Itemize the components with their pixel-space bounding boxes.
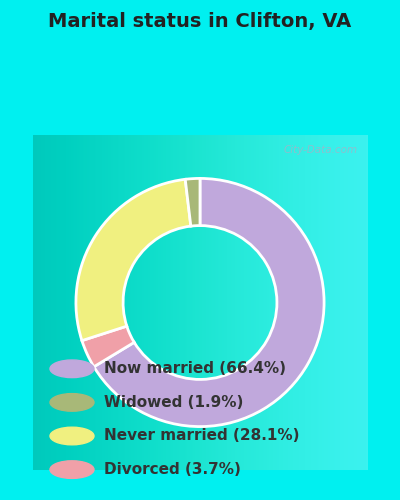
Circle shape — [50, 461, 94, 478]
Text: Divorced (3.7%): Divorced (3.7%) — [104, 462, 241, 477]
Circle shape — [50, 394, 94, 411]
Circle shape — [50, 360, 94, 378]
Wedge shape — [82, 326, 134, 367]
Text: Widowed (1.9%): Widowed (1.9%) — [104, 395, 243, 410]
Wedge shape — [185, 178, 200, 226]
Text: Marital status in Clifton, VA: Marital status in Clifton, VA — [48, 12, 352, 32]
Wedge shape — [94, 178, 324, 426]
Text: Now married (66.4%): Now married (66.4%) — [104, 362, 286, 376]
Text: Never married (28.1%): Never married (28.1%) — [104, 428, 300, 444]
Circle shape — [50, 427, 94, 445]
Wedge shape — [76, 180, 191, 340]
Text: City-Data.com: City-Data.com — [283, 145, 358, 155]
